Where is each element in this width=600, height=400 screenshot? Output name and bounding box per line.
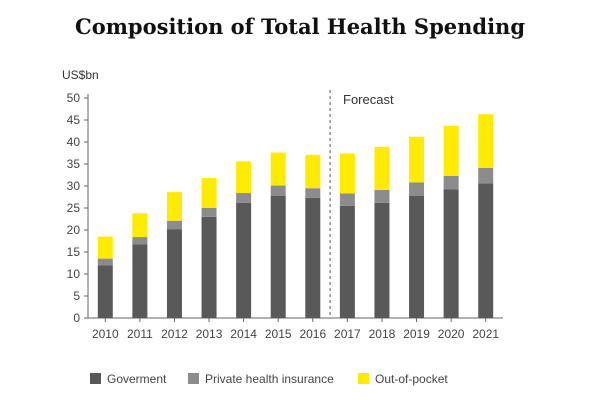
x-tick-label: 2018 [369, 327, 396, 341]
bar-segment-private-health-insurance-2012 [166, 220, 182, 230]
bar-segment-out-of-pocket-2021 [478, 114, 494, 168]
y-tick-label: 25 [67, 201, 81, 215]
y-tick-label: 50 [67, 91, 81, 105]
x-tick-label: 2010 [92, 327, 119, 341]
forecast-label: Forecast [343, 92, 394, 107]
legend-swatch [358, 373, 369, 384]
x-tick-label: 2012 [161, 327, 188, 341]
bar-segment-goverment-2018 [374, 202, 390, 318]
bar-segment-goverment-2013 [201, 216, 217, 318]
bar-segment-private-health-insurance-2019 [409, 182, 425, 196]
legend-label: Out-of-pocket [375, 372, 448, 386]
bar-segment-private-health-insurance-2017 [339, 193, 355, 206]
y-tick-label: 5 [73, 289, 80, 303]
bar-segment-out-of-pocket-2010 [97, 236, 113, 259]
x-tick-label: 2016 [299, 327, 326, 341]
x-tick-label: 2015 [265, 327, 292, 341]
y-tick-label: 35 [67, 157, 81, 171]
bar-segment-out-of-pocket-2012 [166, 192, 182, 221]
y-tick-label: 40 [67, 135, 81, 149]
y-tick-label: 0 [73, 311, 80, 325]
y-tick-label: 30 [67, 179, 81, 193]
bar-segment-out-of-pocket-2015 [270, 152, 286, 186]
y-tick-label: 10 [67, 267, 81, 281]
bar-segment-out-of-pocket-2013 [201, 178, 217, 208]
bar-segment-out-of-pocket-2014 [236, 161, 252, 194]
bar-segment-private-health-insurance-2014 [236, 193, 252, 203]
x-tick-label: 2011 [127, 327, 153, 341]
bar-segment-goverment-2017 [339, 205, 355, 318]
y-axis-unit-label: US$bn [62, 68, 99, 82]
bar-segment-private-health-insurance-2018 [374, 189, 390, 203]
bar-segment-goverment-2016 [305, 197, 321, 318]
bar-segment-out-of-pocket-2019 [409, 136, 425, 183]
bar-segment-goverment-2012 [166, 229, 182, 318]
legend-label: Goverment [107, 372, 167, 386]
bar-segment-private-health-insurance-2016 [305, 188, 321, 198]
legend-swatch [188, 373, 199, 384]
y-tick-label: 15 [67, 245, 81, 259]
bar-segment-private-health-insurance-2011 [132, 237, 148, 245]
chart-legend: Goverment Private health insurance Out-of-… [90, 372, 448, 386]
bar-segment-goverment-2010 [97, 265, 113, 318]
x-tick-label: 2021 [472, 327, 499, 341]
bar-segment-goverment-2014 [236, 202, 252, 318]
bar-segment-goverment-2020 [443, 189, 459, 318]
chart-title: Composition of Total Health Spending [74, 14, 526, 39]
x-tick-label: 2014 [230, 327, 257, 341]
chart-axes: 0 5 10 15 20 25 30 35 40 45 50 2010 2011 2012 2013 2014… [67, 90, 503, 341]
bar-segment-out-of-pocket-2020 [443, 125, 459, 176]
bar-segment-out-of-pocket-2016 [305, 154, 321, 189]
legend-swatch [90, 373, 101, 384]
bar-segment-private-health-insurance-2013 [201, 208, 217, 217]
x-tick-label: 2020 [438, 327, 465, 341]
legend-label: Private health insurance [205, 372, 334, 386]
y-tick-label: 20 [67, 223, 81, 237]
bar-segment-goverment-2021 [478, 183, 494, 318]
bar-segment-private-health-insurance-2020 [443, 175, 459, 190]
bar-segment-goverment-2019 [409, 195, 425, 318]
x-tick-label: 2019 [403, 327, 430, 341]
x-tick-label: 2013 [196, 327, 223, 341]
x-tick-label: 2017 [334, 327, 361, 341]
chart-bars [97, 114, 494, 318]
bar-segment-goverment-2015 [270, 195, 286, 318]
bar-segment-goverment-2011 [132, 244, 148, 318]
bar-segment-private-health-insurance-2021 [478, 167, 494, 184]
bar-segment-out-of-pocket-2011 [132, 213, 148, 238]
bar-segment-private-health-insurance-2010 [97, 258, 113, 266]
y-tick-label: 45 [67, 113, 81, 127]
bar-segment-out-of-pocket-2017 [339, 153, 355, 194]
bar-segment-out-of-pocket-2018 [374, 146, 390, 190]
bar-segment-private-health-insurance-2015 [270, 185, 286, 196]
